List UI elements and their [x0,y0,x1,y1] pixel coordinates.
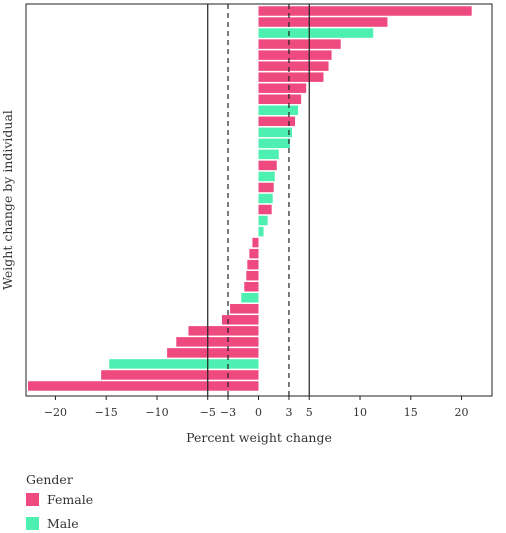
bar-female [246,270,259,281]
y-axis-title: Weight change by individual [0,110,15,290]
bar-female [258,6,472,16]
bar-male [109,359,259,369]
bar-female [258,39,341,49]
x-tick-label: 0 [255,406,262,419]
x-tick-label: −15 [95,406,118,419]
x-tick-label: −3 [220,406,236,419]
bar-female [258,83,307,93]
bar-female [258,50,332,60]
x-tick-label: 5 [306,406,313,419]
reference-lines [207,4,310,396]
bar-female [258,160,277,171]
x-tick-label: 20 [455,406,469,419]
bar-female [221,315,259,325]
legend-title: Gender [26,472,73,487]
bars-layer [28,6,472,391]
legend-swatch-male [26,517,39,530]
legend-label-male: Male [47,516,79,531]
bar-female [252,237,259,248]
bar-male [258,149,279,160]
bar-male [241,293,259,303]
bar-female [249,248,259,259]
x-tick-label: −10 [145,406,168,419]
bar-female [101,370,259,380]
bar-female [167,348,259,358]
bar-female [230,304,259,314]
bar-male [258,138,290,149]
bar-female [258,116,296,127]
x-tick-label: −20 [44,406,67,419]
bar-male [258,28,374,38]
bar-male [258,127,292,138]
bar-female [247,259,259,270]
x-tick-label: −5 [200,406,216,419]
bar-male [258,171,275,182]
bar-female [176,337,259,347]
bar-female [188,326,259,336]
bar-female [258,72,324,82]
bar-female [28,381,259,391]
bar-male [258,193,273,204]
bar-female [244,281,259,292]
bar-female [258,61,329,71]
x-tick-label: 15 [404,406,418,419]
legend-label-female: Female [47,492,93,507]
legend: Female Male [26,492,93,531]
bar-male [258,226,264,237]
plot-border [25,3,493,397]
x-tick-label: 3 [285,406,292,419]
x-axis-title: Percent weight change [186,430,332,445]
x-tick-label: 10 [353,406,367,419]
bar-female [258,182,274,193]
legend-swatch-female [26,493,39,506]
bar-female [258,17,388,27]
bar-female [258,204,272,215]
bar-male [258,215,268,226]
bar-male [258,105,299,116]
bar-female [258,94,302,104]
x-axis-ticks: −20 −15 −10 −5 −3 0 3 5 10 15 20 [44,396,469,419]
